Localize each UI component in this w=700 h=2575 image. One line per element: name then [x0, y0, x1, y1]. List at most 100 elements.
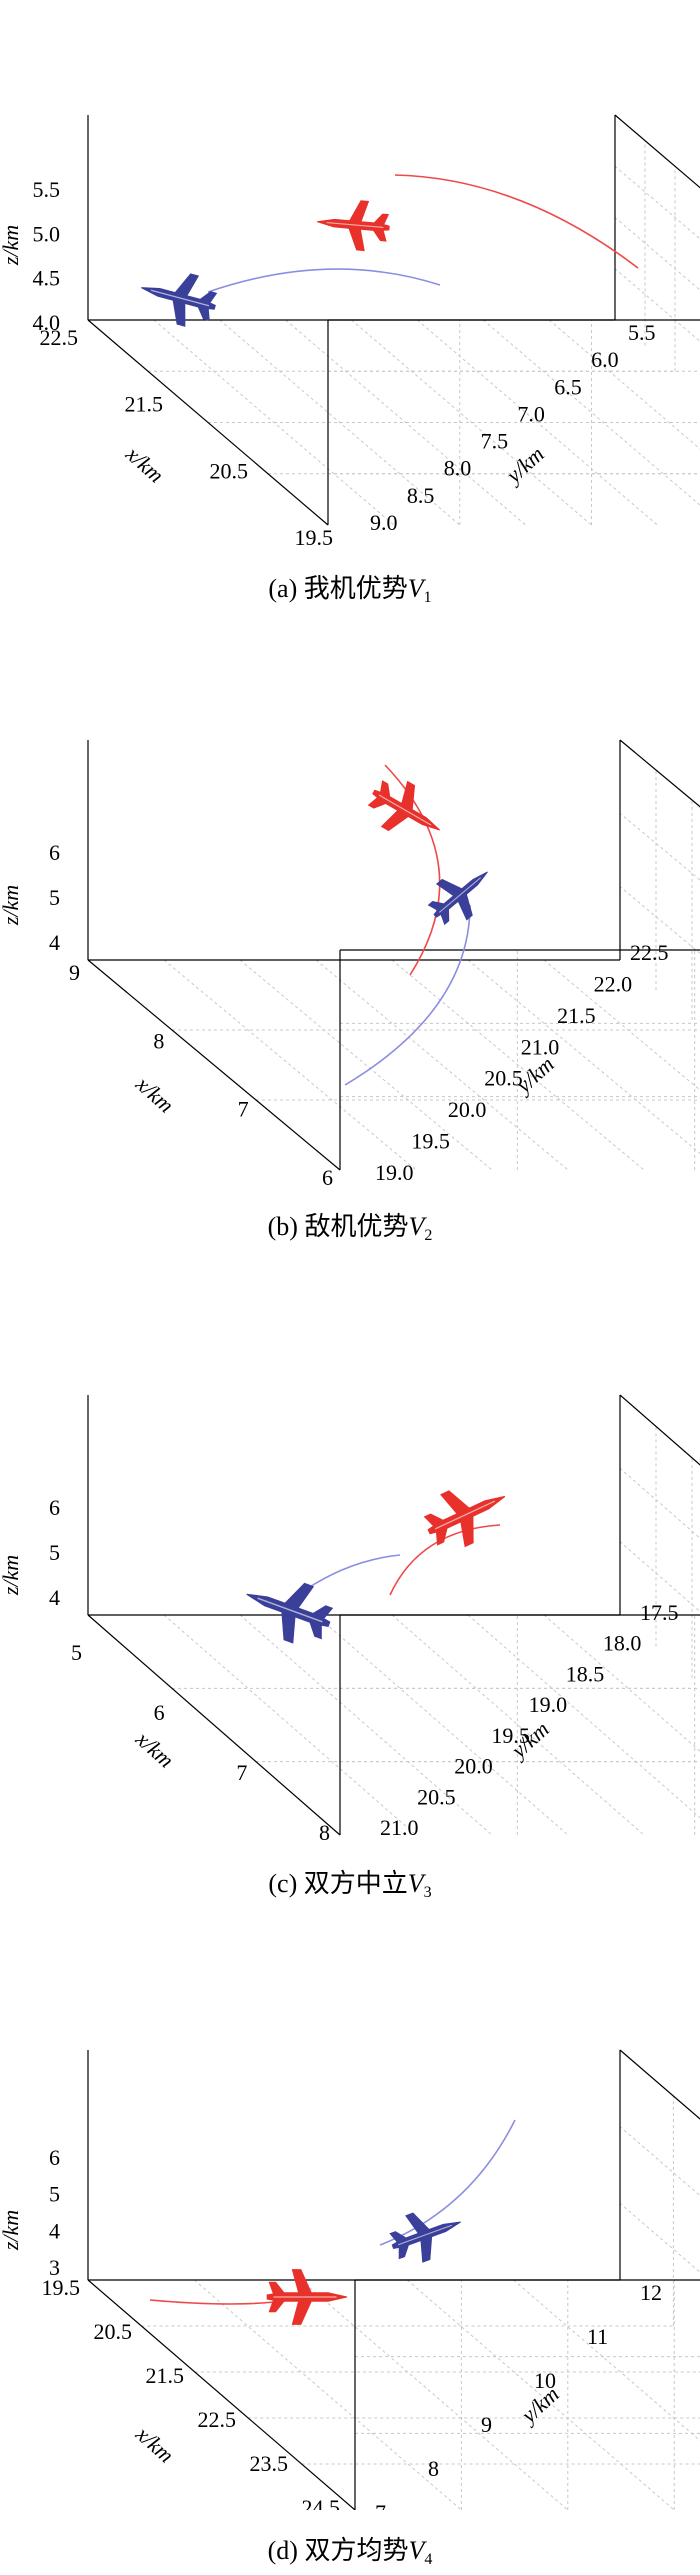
chart-a-caption-sub: 1 [423, 589, 432, 606]
x-tick-label: 7 [236, 1760, 247, 1785]
chart-a-caption-var: V [407, 574, 424, 603]
grid-line [300, 2279, 569, 2510]
y-tick-label: 8.0 [444, 456, 472, 481]
fighter-jet-spine [326, 221, 384, 229]
y-tick-label: 20.0 [454, 1754, 493, 1779]
z-tick-label: 4 [49, 1585, 60, 1610]
x-tick-label: 22.5 [40, 325, 79, 350]
x-tick-label: 6 [154, 1700, 165, 1725]
x-tick-label: 19.5 [295, 525, 334, 550]
y-tick-label: 22.0 [594, 971, 633, 996]
x-tick-label: 24.5 [302, 2495, 341, 2510]
axis-line [87, 2279, 356, 2510]
x-tick-label: 22.5 [198, 2407, 237, 2432]
z-tick-label: 5.0 [33, 221, 61, 246]
grid-line [467, 959, 700, 1154]
z-tick-label: 4 [49, 930, 60, 955]
y-tick-label: 20.0 [448, 1097, 487, 1122]
fighter-jet-shape [141, 273, 218, 327]
y-tick-label: 19.5 [491, 1723, 530, 1748]
y-tick-label: 19.0 [529, 1692, 568, 1717]
fighter-jet-icon [367, 780, 440, 832]
y-tick-label: 7.5 [481, 429, 509, 454]
x-axis-label: x/km [130, 2421, 178, 2468]
x-tick-label: 23.5 [250, 2451, 289, 2476]
grid-line [340, 812, 700, 1024]
z-axis-label: z/km [0, 225, 23, 266]
chart-d-caption-sub: 4 [424, 2551, 433, 2568]
chart-b-caption-text: (b) 敌机优势 [267, 1212, 409, 1241]
chart-panel-a: 22.5 21.5 20.5 19.5 5.5 6.0 6.5 7.0 7.5 8.0 8.5 9.0… [0, 0, 700, 640]
grid-line [417, 319, 658, 526]
y-tick-label: 10 [534, 2368, 556, 2393]
y-tick-label: 9.0 [370, 510, 398, 535]
fighter-jet-shape [317, 200, 390, 252]
chart-c-caption-var: V [407, 1869, 424, 1898]
blue-trajectory [207, 268, 441, 293]
fighter-jet-icon [141, 273, 218, 327]
z-tick-label: 6 [49, 1495, 60, 1520]
grid-line [351, 319, 592, 526]
z-tick-label: 5 [49, 885, 60, 910]
y-axis-label: y/km [515, 2381, 564, 2429]
axis-line [619, 1394, 700, 1466]
chart-d-caption-text: (d) 双方均势 [267, 2536, 409, 2565]
chart-c-caption-text: (c) 双方中立 [268, 1869, 408, 1898]
y-tick-label: 20.5 [484, 1066, 523, 1091]
z-tick-label: 4 [49, 2218, 60, 2243]
z-tick-label: 4.0 [33, 310, 61, 335]
axis-line [614, 114, 700, 189]
fighter-jet-shape [246, 1582, 334, 1644]
x-axis-label: x/km [130, 1726, 178, 1773]
chart-b-plot: 9 8 7 6 22.5 22.0 21.5 21.0 20.5 20.0 19.5 19.0 6 5 4 x… [0, 739, 700, 1190]
fighter-jet-spine [434, 1500, 496, 1530]
x-tick-label: 21.5 [125, 392, 164, 417]
z-tick-label: 4.5 [33, 266, 61, 291]
x-tick-label: 9 [69, 960, 80, 985]
fighter-jet-shape [367, 780, 440, 832]
fighter-jet-shape [389, 2212, 461, 2263]
y-tick-label: 7 [375, 2500, 386, 2510]
chart-a-plot: 22.5 21.5 20.5 19.5 5.5 6.0 6.5 7.0 7.5 8.0 8.5 9.0… [0, 114, 700, 550]
y-tick-label: 9 [481, 2412, 492, 2437]
y-tick-label: 5.5 [628, 320, 656, 345]
chart-b-caption: (b) 敌机优势V2 [0, 1206, 700, 1245]
z-tick-label: 3 [49, 2255, 60, 2280]
red-trajectory [394, 174, 639, 269]
x-tick-label: 19.5 [42, 2275, 81, 2300]
axis-line [619, 2049, 700, 2120]
x-tick-label: 6 [322, 1165, 333, 1190]
z-tick-label: 5.5 [33, 177, 61, 202]
y-tick-label: 21.5 [557, 1003, 596, 1028]
red-trajectory [389, 1524, 501, 1596]
fighter-jet-shape [423, 1490, 506, 1548]
axis-line [87, 1614, 341, 1836]
grid-line [285, 319, 526, 526]
x-tick-label: 8 [153, 1028, 164, 1053]
red-trajectory [149, 2299, 291, 2305]
y-tick-label: 21.0 [380, 1815, 419, 1840]
x-tick-label: 20.5 [210, 458, 249, 483]
fighter-jet-spine [150, 289, 210, 307]
fighter-jet-spine [378, 794, 432, 826]
grid-line [340, 739, 700, 951]
grid-line [194, 2279, 462, 2510]
grid-line [467, 1614, 700, 1819]
chart-a-caption: (a) 我机优势V1 [0, 568, 700, 607]
chart-d-caption-var: V [408, 2536, 425, 2565]
y-tick-label: 19.0 [375, 1160, 414, 1185]
z-tick-label: 5 [49, 2182, 60, 2207]
z-tick-label: 6 [49, 840, 60, 865]
y-tick-label: 19.5 [411, 1129, 450, 1154]
grid-line [406, 2279, 675, 2510]
grid-line [340, 1394, 700, 1616]
chart-c-plot: 5 6 7 8 17.5 18.0 18.5 19.0 19.5 20.0 20.5 21.0 6 5 4 x… [0, 1394, 700, 1845]
fighter-jet-icon [427, 871, 488, 926]
z-tick-label: 6 [49, 2145, 60, 2170]
y-tick-label: 8 [428, 2456, 439, 2481]
fighter-jet-spine [257, 1597, 323, 1623]
x-tick-label: 7 [238, 1097, 249, 1122]
z-axis-label: z/km [0, 2210, 23, 2251]
x-tick-label: 5 [71, 1640, 82, 1665]
fighter-jet-spine [438, 877, 482, 913]
